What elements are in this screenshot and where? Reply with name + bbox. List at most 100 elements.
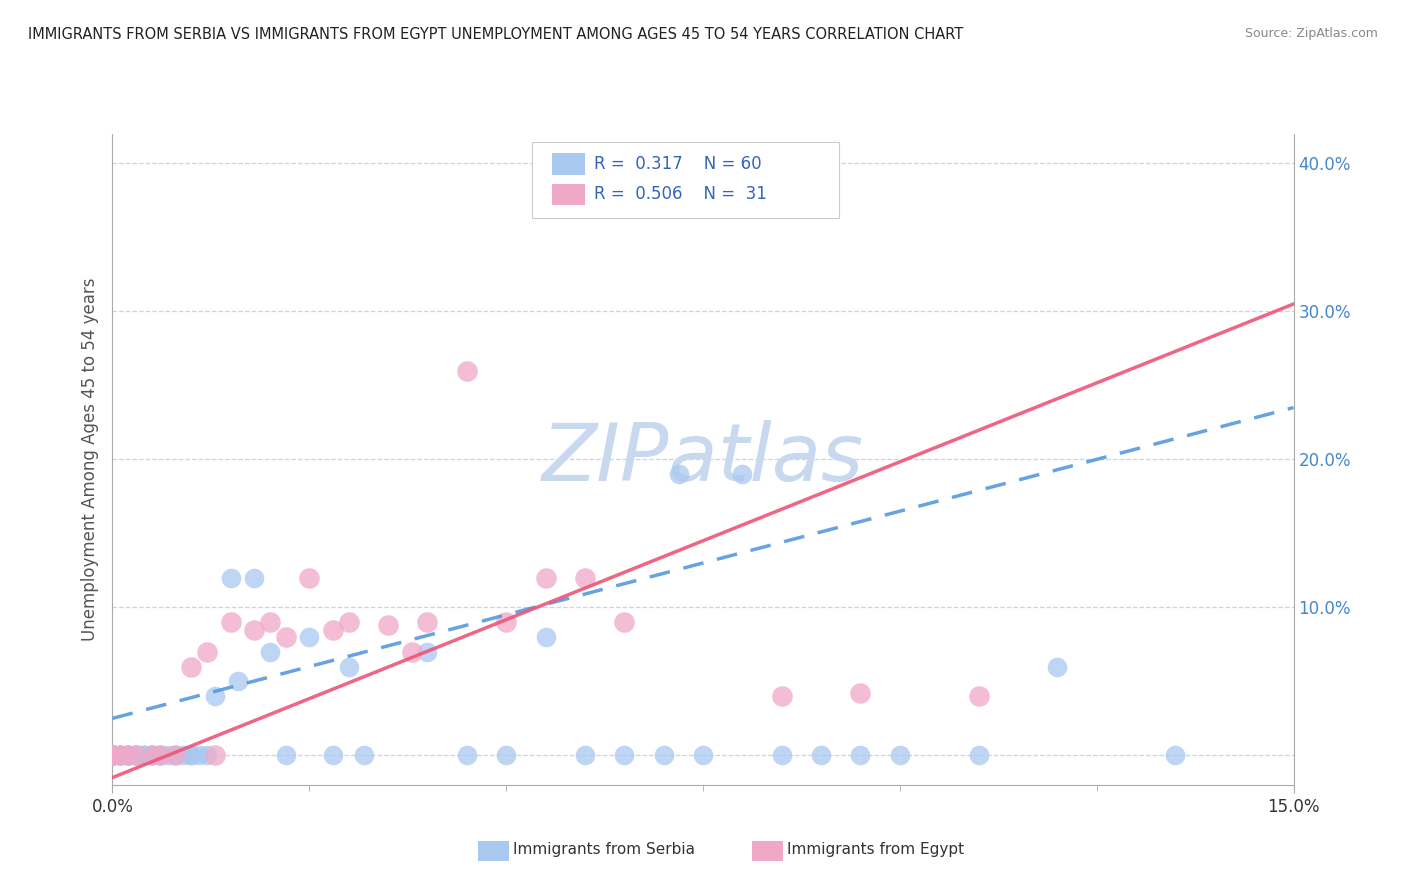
Point bbox=[132, 748, 155, 763]
Point bbox=[195, 748, 218, 763]
Point bbox=[274, 748, 297, 763]
Point bbox=[219, 615, 242, 630]
Point bbox=[322, 623, 344, 637]
Text: R =  0.506    N =  31: R = 0.506 N = 31 bbox=[595, 186, 768, 203]
Point bbox=[172, 748, 194, 763]
Point bbox=[416, 645, 439, 659]
Point bbox=[101, 748, 124, 763]
Point bbox=[889, 748, 911, 763]
Text: ZIPatlas: ZIPatlas bbox=[541, 420, 865, 499]
Point bbox=[165, 748, 187, 763]
Point bbox=[534, 630, 557, 644]
Point bbox=[849, 748, 872, 763]
Point bbox=[110, 748, 132, 763]
Text: R =  0.317    N = 60: R = 0.317 N = 60 bbox=[595, 154, 762, 173]
Point bbox=[110, 748, 132, 763]
Point bbox=[149, 748, 172, 763]
Point bbox=[416, 615, 439, 630]
Point bbox=[219, 571, 242, 585]
FancyBboxPatch shape bbox=[551, 153, 585, 175]
Point bbox=[204, 748, 226, 763]
Point bbox=[141, 748, 163, 763]
Point bbox=[274, 630, 297, 644]
Point bbox=[125, 748, 148, 763]
Point bbox=[668, 467, 690, 482]
Point bbox=[692, 748, 714, 763]
Point bbox=[125, 748, 148, 763]
Y-axis label: Unemployment Among Ages 45 to 54 years: Unemployment Among Ages 45 to 54 years bbox=[80, 277, 98, 641]
Point bbox=[377, 618, 399, 632]
Point bbox=[243, 571, 266, 585]
Point bbox=[322, 748, 344, 763]
Point bbox=[132, 748, 155, 763]
Point bbox=[117, 748, 139, 763]
Point bbox=[125, 748, 148, 763]
Point bbox=[770, 748, 793, 763]
Text: Source: ZipAtlas.com: Source: ZipAtlas.com bbox=[1244, 27, 1378, 40]
Point bbox=[101, 748, 124, 763]
Point bbox=[574, 571, 596, 585]
Point bbox=[110, 748, 132, 763]
Point bbox=[156, 748, 179, 763]
Point bbox=[141, 748, 163, 763]
Point bbox=[117, 748, 139, 763]
Point bbox=[141, 748, 163, 763]
Point bbox=[101, 748, 124, 763]
Point bbox=[613, 615, 636, 630]
Point bbox=[101, 748, 124, 763]
Point bbox=[849, 686, 872, 700]
Point bbox=[967, 748, 990, 763]
Point bbox=[337, 659, 360, 673]
Point bbox=[259, 615, 281, 630]
Point bbox=[117, 748, 139, 763]
Point bbox=[101, 748, 124, 763]
Text: IMMIGRANTS FROM SERBIA VS IMMIGRANTS FROM EGYPT UNEMPLOYMENT AMONG AGES 45 TO 54: IMMIGRANTS FROM SERBIA VS IMMIGRANTS FRO… bbox=[28, 27, 963, 42]
Point bbox=[141, 748, 163, 763]
Point bbox=[456, 363, 478, 377]
Point bbox=[110, 748, 132, 763]
Point bbox=[243, 623, 266, 637]
Point bbox=[149, 748, 172, 763]
Point bbox=[117, 748, 139, 763]
Text: Immigrants from Serbia: Immigrants from Serbia bbox=[513, 842, 695, 856]
Point bbox=[180, 659, 202, 673]
Point bbox=[125, 748, 148, 763]
Point bbox=[456, 748, 478, 763]
Point bbox=[401, 645, 423, 659]
Point bbox=[1164, 748, 1187, 763]
Point bbox=[132, 748, 155, 763]
Point bbox=[165, 748, 187, 763]
Point bbox=[298, 571, 321, 585]
Point bbox=[228, 674, 250, 689]
Point bbox=[101, 748, 124, 763]
Point bbox=[495, 748, 517, 763]
Text: Immigrants from Egypt: Immigrants from Egypt bbox=[787, 842, 965, 856]
Point bbox=[149, 748, 172, 763]
Point bbox=[652, 748, 675, 763]
Point bbox=[1046, 659, 1069, 673]
Point bbox=[298, 630, 321, 644]
Point bbox=[495, 615, 517, 630]
Point bbox=[110, 748, 132, 763]
Point bbox=[110, 748, 132, 763]
FancyBboxPatch shape bbox=[531, 142, 839, 219]
FancyBboxPatch shape bbox=[551, 184, 585, 205]
Point bbox=[770, 689, 793, 703]
Point bbox=[204, 689, 226, 703]
Point bbox=[117, 748, 139, 763]
Point bbox=[353, 748, 375, 763]
Point bbox=[259, 645, 281, 659]
Point bbox=[180, 748, 202, 763]
Point bbox=[188, 748, 211, 763]
Point bbox=[101, 748, 124, 763]
Point bbox=[810, 748, 832, 763]
Point bbox=[613, 748, 636, 763]
Point bbox=[731, 467, 754, 482]
Point bbox=[534, 571, 557, 585]
Point bbox=[117, 748, 139, 763]
Point bbox=[101, 748, 124, 763]
Point bbox=[967, 689, 990, 703]
Point bbox=[180, 748, 202, 763]
Point bbox=[125, 748, 148, 763]
Point bbox=[195, 645, 218, 659]
